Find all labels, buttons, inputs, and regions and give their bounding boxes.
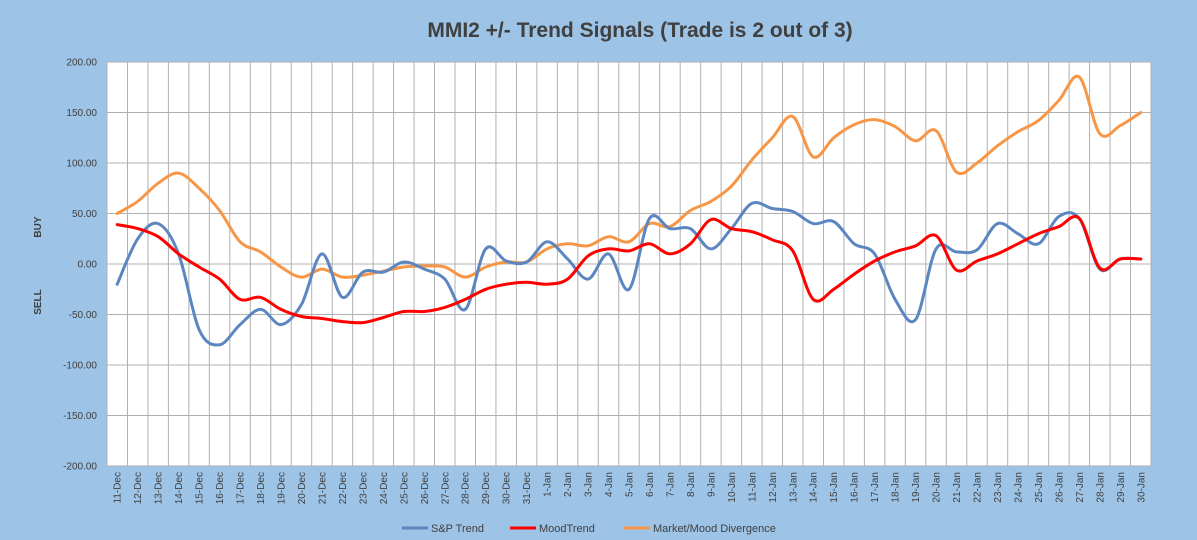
legend-item-moodtrend: MoodTrend [510, 523, 595, 535]
x-tick-label: 7-Jan [665, 472, 676, 497]
x-tick-label: 18-Jan [891, 472, 902, 503]
x-tick-label: 10-Jan [727, 472, 738, 503]
y-tick-label: 150.00 [66, 108, 97, 119]
y-axis-label-buy: BUY [33, 216, 44, 237]
x-tick-label: 29-Jan [1116, 472, 1127, 503]
x-tick-label: 26-Jan [1054, 472, 1065, 503]
y-tick-label: -50.00 [69, 310, 98, 321]
x-tick-label: 19-Jan [911, 472, 922, 503]
y-tick-label: 100.00 [66, 159, 97, 170]
x-tick-label: 23-Dec [358, 472, 369, 504]
legend-item-s-p-trend: S&P Trend [402, 523, 484, 535]
x-tick-label: 28-Jan [1095, 472, 1106, 503]
x-tick-label: 17-Dec [236, 472, 247, 504]
series-line-market-mood-divergence [115, 74, 1143, 279]
x-tick-label: 21-Jan [952, 472, 963, 503]
y-tick-label: 0.00 [78, 260, 98, 271]
x-tick-label: 8-Jan [686, 472, 697, 497]
x-tick-label: 13-Dec [154, 472, 165, 504]
x-tick-label: 6-Jan [645, 472, 656, 497]
x-tick-label: 16-Jan [850, 472, 861, 503]
x-tick-label: 16-Dec [215, 472, 226, 504]
x-tick-label: 27-Dec [440, 472, 451, 504]
x-tick-label: 11-Jan [747, 472, 758, 502]
y-tick-label: -200.00 [63, 462, 97, 473]
x-tick-label: 21-Dec [317, 472, 328, 504]
series-line-moodtrend [115, 215, 1143, 325]
x-tick-label: 15-Jan [829, 472, 840, 503]
x-tick-label: 24-Jan [1013, 472, 1024, 503]
x-tick-label: 14-Dec [174, 472, 185, 504]
x-tick-label: 5-Jan [625, 472, 636, 497]
legend: S&P Trend MoodTrend Market/Mood Divergence [402, 523, 776, 535]
x-tick-label: 20-Dec [297, 472, 308, 504]
y-tick-label: -150.00 [63, 411, 97, 422]
x-tick-label: 11-Dec [113, 472, 124, 504]
x-tick-label: 4-Jan [604, 472, 615, 497]
y-axis-label-sell: SELL [33, 289, 44, 315]
x-tick-label: 1-Jan [543, 472, 554, 497]
x-tick-label: 17-Jan [870, 472, 881, 503]
x-tick-label: 18-Dec [256, 472, 267, 504]
legend-label: MoodTrend [539, 523, 595, 535]
series-line-s-p-trend [115, 201, 1143, 347]
x-tick-label: 20-Jan [932, 472, 943, 503]
legend-item-market-mood-divergence: Market/Mood Divergence [624, 523, 776, 535]
x-tick-label: 22-Jan [973, 472, 984, 503]
x-tick-label: 28-Dec [461, 472, 472, 504]
x-tick-label: 30-Dec [502, 472, 513, 504]
chart-title: MMI2 +/- Trend Signals (Trade is 2 out o… [427, 19, 852, 42]
x-tick-label: 12-Jan [768, 472, 779, 503]
x-tick-label: 14-Jan [809, 472, 820, 503]
x-tick-label: 24-Dec [379, 472, 390, 504]
x-tick-label: 22-Dec [338, 472, 349, 504]
x-tick-label: 13-Jan [788, 472, 799, 503]
x-tick-label: 31-Dec [522, 472, 533, 504]
x-tick-label: 30-Jan [1136, 472, 1147, 503]
x-tick-label: 25-Jan [1034, 472, 1045, 503]
x-tick-label: 9-Jan [706, 472, 717, 497]
x-tick-label: 27-Jan [1075, 472, 1086, 503]
legend-label: S&P Trend [431, 523, 484, 535]
x-tick-label: 12-Dec [133, 472, 144, 504]
x-tick-label: 15-Dec [195, 472, 206, 504]
y-tick-label: 200.00 [66, 58, 97, 69]
x-tick-label: 2-Jan [563, 472, 574, 497]
y-tick-label: 50.00 [72, 209, 97, 220]
x-tick-label: 23-Jan [993, 472, 1004, 503]
y-tick-label: -100.00 [63, 361, 97, 372]
plot-area: -200.00 -150.00 -100.00 -50.00 0.00 50.00 100.… [63, 58, 1152, 504]
legend-label: Market/Mood Divergence [653, 523, 776, 535]
x-tick-label: 25-Dec [399, 472, 410, 504]
x-tick-label: 26-Dec [420, 472, 431, 504]
x-tick-label: 29-Dec [481, 472, 492, 504]
x-tick-label: 19-Dec [277, 472, 288, 504]
x-tick-label: 3-Jan [584, 472, 595, 497]
